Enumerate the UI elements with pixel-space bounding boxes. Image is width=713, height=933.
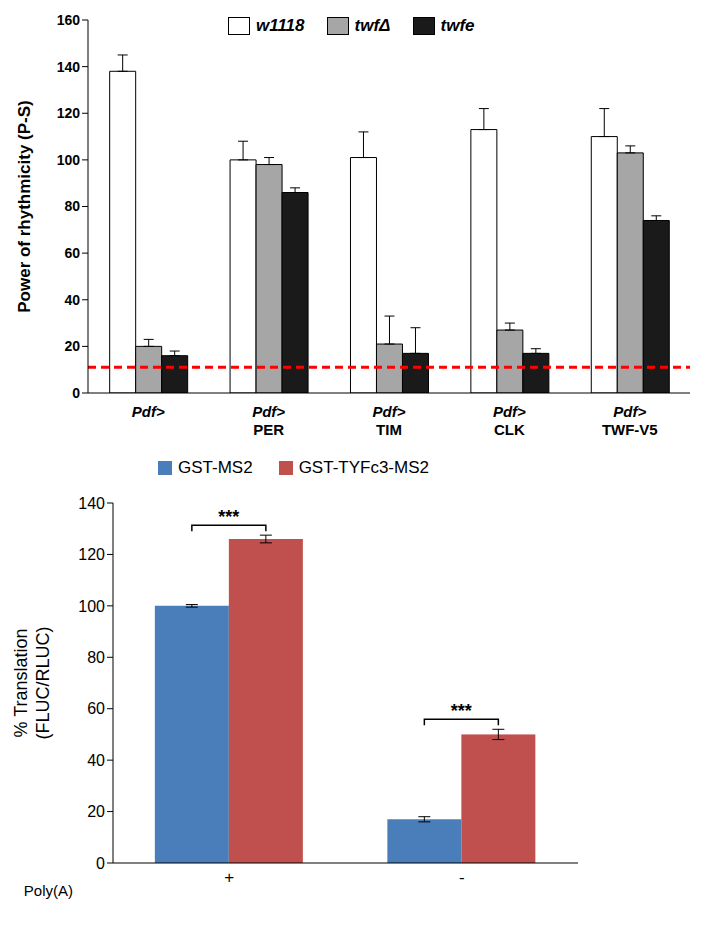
svg-text:***: ***	[218, 507, 239, 527]
svg-text:60: 60	[64, 245, 80, 261]
svg-text:40: 40	[64, 292, 80, 308]
svg-text:Pdf>CLK: Pdf>CLK	[493, 403, 526, 438]
svg-text:140: 140	[78, 495, 105, 512]
svg-text:40: 40	[87, 752, 105, 769]
svg-text:60: 60	[87, 700, 105, 717]
html-text:twfΔ: twfΔ	[354, 16, 391, 35]
svg-text:80: 80	[64, 198, 80, 214]
svg-text:20: 20	[87, 803, 105, 820]
svg-text:Pdf>PER: Pdf>PER	[252, 403, 285, 438]
svg-text:120: 120	[78, 546, 105, 563]
html-text:twfe: twfe	[440, 16, 475, 35]
html-text:GST-MS2: GST-MS2	[178, 458, 253, 477]
svg-text:***: ***	[451, 701, 472, 721]
svg-text:Poly(A): Poly(A)	[24, 882, 73, 899]
svg-text:80: 80	[87, 649, 105, 666]
svg-text:Power of rhythmicity (P-S): Power of rhythmicity (P-S)	[15, 100, 34, 313]
svg-text:% Translation(FLUC/RLUC): % Translation(FLUC/RLUC)	[11, 626, 53, 739]
html-text:GST-TYFc3-MS2: GST-TYFc3-MS2	[298, 458, 429, 477]
svg-text:120: 120	[57, 105, 81, 121]
html-text:w1118: w1118	[256, 16, 305, 35]
svg-text:140: 140	[57, 59, 81, 75]
svg-text:100: 100	[57, 152, 81, 168]
svg-text:160: 160	[57, 12, 81, 28]
svg-text:Pdf>: Pdf>	[132, 403, 165, 420]
svg-text:0: 0	[72, 385, 80, 401]
svg-text:Pdf>TIM: Pdf>TIM	[373, 403, 406, 438]
svg-text:20: 20	[64, 338, 80, 354]
svg-text:0: 0	[96, 855, 105, 872]
svg-text:-: -	[459, 868, 465, 887]
svg-text:Pdf>TWF-V5: Pdf>TWF-V5	[602, 403, 658, 438]
svg-text:100: 100	[78, 598, 105, 615]
svg-text:+: +	[224, 868, 234, 887]
